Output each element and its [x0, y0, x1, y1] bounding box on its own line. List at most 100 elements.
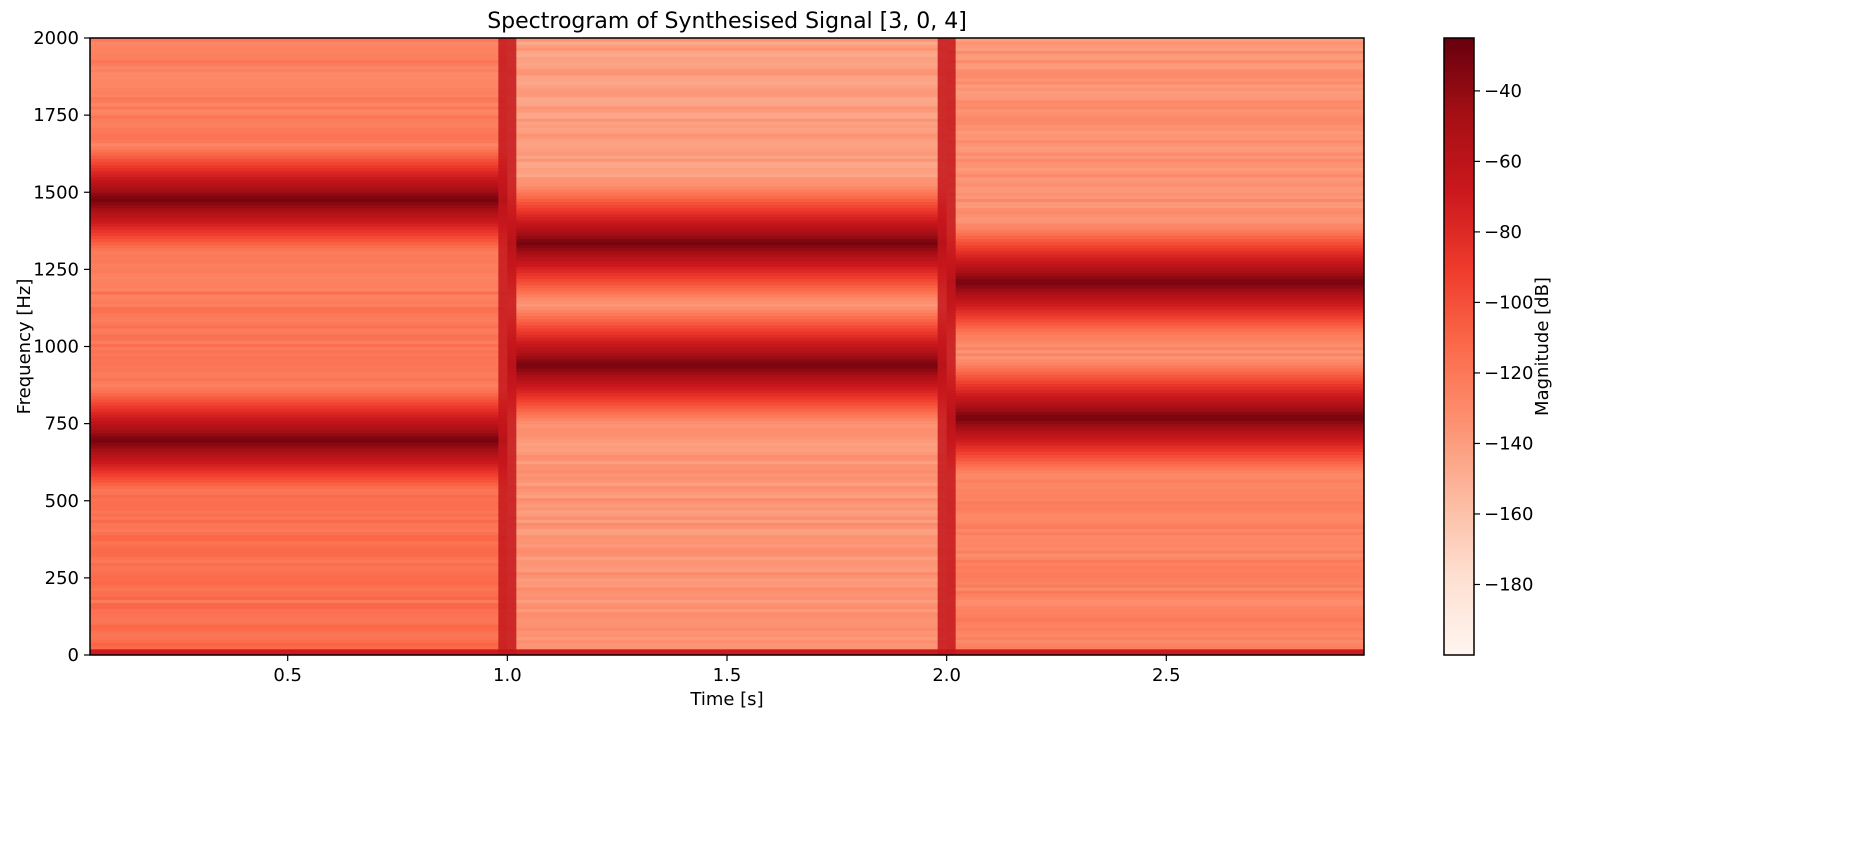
heatmap-cell	[90, 331, 508, 335]
transition-band	[498, 38, 517, 655]
heatmap-cell	[90, 617, 508, 622]
heatmap-cell	[507, 327, 948, 332]
heatmap-cell	[507, 593, 948, 597]
heatmap-cell	[90, 466, 508, 471]
heatmap-cell	[507, 149, 948, 153]
heatmap-cell	[946, 207, 1364, 212]
heatmap-cell	[90, 580, 508, 585]
heatmap-cell	[507, 93, 948, 98]
heatmap-cell	[507, 516, 948, 520]
heatmap-cell	[946, 639, 1364, 644]
heatmap-cell	[507, 96, 948, 101]
heatmap-cell	[507, 596, 948, 600]
heatmap-cell	[946, 574, 1364, 579]
heatmap-cell	[946, 556, 1364, 560]
heatmap-cell	[90, 47, 508, 51]
heatmap-cell	[90, 93, 508, 98]
heatmap-cell	[507, 479, 948, 483]
x-tick-label: 1.0	[493, 665, 522, 686]
heatmap-cell	[90, 651, 508, 655]
heatmap-cell	[90, 75, 508, 79]
heatmap-cell	[946, 173, 1364, 178]
heatmap-cell	[946, 210, 1364, 215]
heatmap-cell	[946, 306, 1364, 310]
heatmap-cell	[90, 402, 508, 406]
heatmap-cell	[946, 78, 1364, 82]
heatmap-cell	[946, 590, 1364, 594]
heatmap-cell	[507, 414, 948, 418]
heatmap-cell	[507, 639, 948, 644]
heatmap-cell	[90, 500, 508, 505]
heatmap-cell	[946, 392, 1364, 397]
heatmap-cell	[946, 547, 1364, 551]
heatmap-cell	[507, 510, 948, 514]
heatmap-cell	[946, 599, 1364, 604]
heatmap-cell	[507, 124, 948, 128]
heatmap-cell	[90, 112, 508, 116]
heatmap-cell	[90, 266, 508, 270]
heatmap-cell	[90, 127, 508, 132]
heatmap-cell	[507, 645, 948, 650]
heatmap-cell	[90, 210, 508, 215]
heatmap-cell	[946, 93, 1364, 98]
colorbar-tick-label: −140	[1484, 433, 1533, 454]
heatmap-cell	[946, 346, 1364, 351]
heatmap-cell	[946, 223, 1364, 227]
heatmap-cell	[946, 343, 1364, 347]
heatmap-cell	[507, 380, 948, 385]
heatmap-cell	[507, 47, 948, 51]
heatmap-cell	[946, 136, 1364, 141]
heatmap-cell	[946, 528, 1364, 533]
heatmap-cell	[90, 118, 508, 122]
heatmap-cell	[946, 411, 1364, 415]
heatmap-cell	[946, 445, 1364, 449]
heatmap-cell	[507, 525, 948, 530]
heatmap-cell	[90, 577, 508, 582]
heatmap-cell	[946, 485, 1364, 489]
heatmap-cell	[90, 408, 508, 412]
heatmap-cell	[507, 315, 948, 320]
heatmap-cell	[946, 513, 1364, 517]
heatmap-cell	[507, 402, 948, 406]
heatmap-cell	[507, 334, 948, 338]
heatmap-cell	[946, 543, 1364, 548]
heatmap-cell	[946, 96, 1364, 101]
heatmap-cell	[90, 312, 508, 317]
heatmap-cell	[946, 290, 1364, 295]
heatmap-cell	[507, 207, 948, 212]
heatmap-cell	[90, 519, 508, 523]
heatmap-cell	[507, 324, 948, 329]
heatmap-cell	[90, 207, 508, 212]
heatmap-cell	[946, 198, 1364, 203]
heatmap-cell	[507, 513, 948, 517]
heatmap-cell	[90, 142, 508, 147]
heatmap-cell	[946, 559, 1364, 563]
heatmap-cell	[507, 173, 948, 178]
heatmap-cell	[507, 167, 948, 172]
heatmap-cell	[90, 71, 508, 76]
heatmap-cell	[946, 124, 1364, 128]
heatmap-cell	[507, 213, 948, 218]
x-axis-ticks: 0.5 1.0 1.5 2.0 2.5	[273, 655, 1181, 686]
heatmap-cell	[90, 287, 508, 292]
heatmap-cell	[90, 485, 508, 489]
heatmap-cell	[507, 420, 948, 425]
heatmap-cell	[507, 306, 948, 310]
heatmap-cell	[90, 281, 508, 286]
heatmap-cell	[507, 229, 948, 233]
heatmap-cell	[90, 96, 508, 101]
heatmap-cell	[90, 599, 508, 604]
heatmap-cell	[90, 414, 508, 418]
heatmap-cell	[946, 408, 1364, 412]
heatmap-cell	[90, 309, 508, 314]
heatmap-cell	[507, 340, 948, 344]
colorbar-tick-label: −100	[1484, 292, 1533, 313]
heatmap-cell	[507, 426, 948, 431]
heatmap-cell	[90, 621, 508, 625]
heatmap-cell	[90, 553, 508, 557]
colorbar-ticks: −40 −60 −80 −100 −120 −140 −160 −180	[1474, 81, 1533, 595]
heatmap-cell	[946, 605, 1364, 610]
heatmap-cell	[90, 182, 508, 187]
heatmap-cell	[507, 642, 948, 647]
heatmap-cell	[90, 482, 508, 486]
